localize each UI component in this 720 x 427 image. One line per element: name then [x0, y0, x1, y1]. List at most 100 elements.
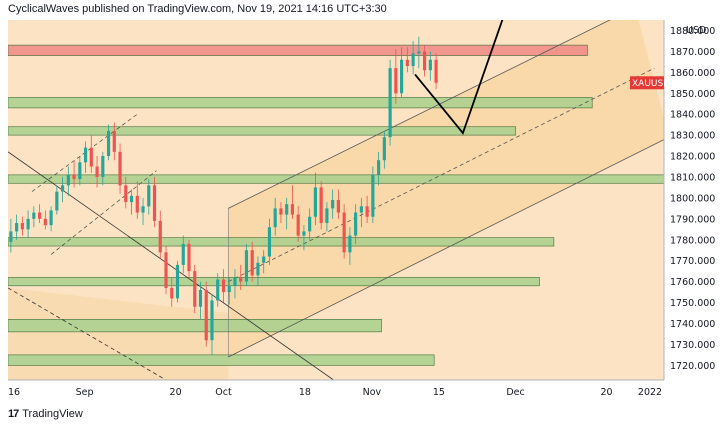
time-tick-label: 15	[433, 387, 445, 398]
candle-body	[417, 51, 421, 54]
candle	[394, 49, 398, 104]
time-tick-label: Dec	[506, 387, 524, 398]
candle-body	[61, 185, 65, 192]
candle-body	[106, 130, 111, 157]
candle-body	[313, 187, 317, 217]
candle-body	[382, 137, 386, 161]
candle-body	[290, 204, 295, 215]
candle	[296, 206, 300, 242]
price-tick-label: 1790.000	[670, 214, 715, 225]
candle-body	[325, 208, 329, 224]
candle	[377, 151, 381, 186]
candle	[342, 204, 346, 259]
time-tick-label: Sep	[76, 387, 94, 398]
price-tick-label: 1850.000	[670, 89, 715, 100]
candle-body	[112, 130, 116, 152]
symbol-badge-label: XAUUSD	[632, 79, 670, 89]
candle-body	[331, 200, 335, 209]
candle-body	[135, 195, 139, 213]
candle	[227, 277, 231, 305]
candle	[43, 210, 47, 230]
candle-body	[141, 206, 145, 213]
candle	[273, 197, 277, 236]
candle-body	[15, 223, 19, 232]
price-axis[interactable]: 1720.000 1730.000 1740.000 1750.000 1760.000…	[670, 26, 715, 372]
time-tick-label: Oct	[215, 387, 232, 398]
candle-body	[273, 208, 277, 228]
candle	[365, 195, 369, 224]
candle	[89, 135, 93, 173]
sr-zone-green-2	[8, 126, 516, 136]
candle-body	[193, 271, 197, 307]
candle-body	[83, 147, 88, 163]
candle-body	[250, 250, 254, 276]
candle	[267, 218, 272, 265]
price-tick-label: 1740.000	[670, 319, 715, 330]
early-channel-lower	[50, 170, 157, 255]
candle-body	[244, 250, 249, 282]
candle-body	[32, 212, 36, 219]
candle-body	[26, 218, 30, 230]
time-tick-label: 18	[299, 387, 311, 398]
candle-body	[239, 277, 243, 282]
candle-body	[175, 264, 180, 299]
candle	[336, 189, 340, 219]
tradingview-logo-icon: 17	[8, 408, 19, 420]
channel-lower-line	[228, 139, 664, 358]
time-tick-label: 20	[170, 387, 182, 398]
candle	[319, 181, 323, 230]
candle	[106, 124, 111, 161]
plot-layer	[8, 20, 664, 380]
price-tick-label: 1720.000	[670, 361, 715, 372]
candle-body	[78, 162, 82, 180]
candle	[101, 151, 105, 186]
candle	[244, 243, 249, 286]
candle-body	[285, 204, 289, 215]
sr-zone-green-3	[8, 174, 664, 184]
candle	[112, 122, 116, 161]
candle-body	[359, 206, 363, 213]
candle-body	[221, 279, 226, 293]
candle	[359, 197, 363, 228]
candle-body	[118, 151, 122, 186]
sr-zone-red-0	[8, 44, 588, 56]
price-tick-label: 1770.000	[670, 256, 715, 267]
candle-body	[256, 262, 260, 276]
candle	[423, 45, 427, 77]
candle	[210, 294, 214, 355]
candle-body	[233, 277, 237, 286]
candle	[175, 260, 180, 303]
publisher-header: CyclicalWaves published on TradingView.c…	[8, 3, 387, 15]
candle-body	[95, 166, 99, 177]
candle	[147, 179, 151, 215]
price-tick-label: 1780.000	[670, 235, 715, 246]
candle-body	[210, 300, 214, 341]
tradingview-footer: 17 TradingView	[8, 408, 83, 420]
candle-body	[20, 223, 24, 230]
candle-body	[147, 185, 151, 207]
candle-body	[434, 59, 438, 83]
candle-body	[400, 59, 404, 94]
time-axis[interactable]: 16 Sep 20 Oct 18 Nov 15 Dec 20 2022	[8, 387, 662, 398]
candle	[135, 181, 139, 219]
candle-body	[423, 51, 427, 71]
candle	[302, 225, 306, 251]
candle-body	[187, 243, 191, 272]
price-tick-label: 1820.000	[670, 152, 715, 163]
brand-name: TradingView	[22, 408, 83, 420]
candle	[405, 47, 409, 73]
time-tick-label: 2022	[638, 387, 662, 398]
candle	[78, 156, 82, 186]
candle	[124, 176, 128, 209]
candle-body	[170, 287, 174, 299]
sr-zone-green-7	[8, 354, 435, 366]
candle	[66, 166, 70, 196]
price-tick-label: 1880.000	[670, 26, 715, 37]
time-tick-label: 20	[600, 387, 612, 398]
symbol-badge-box	[630, 76, 664, 90]
candle-body	[152, 185, 157, 221]
candle	[348, 227, 352, 265]
channel-upper-line	[228, 20, 611, 209]
candle	[158, 210, 162, 259]
